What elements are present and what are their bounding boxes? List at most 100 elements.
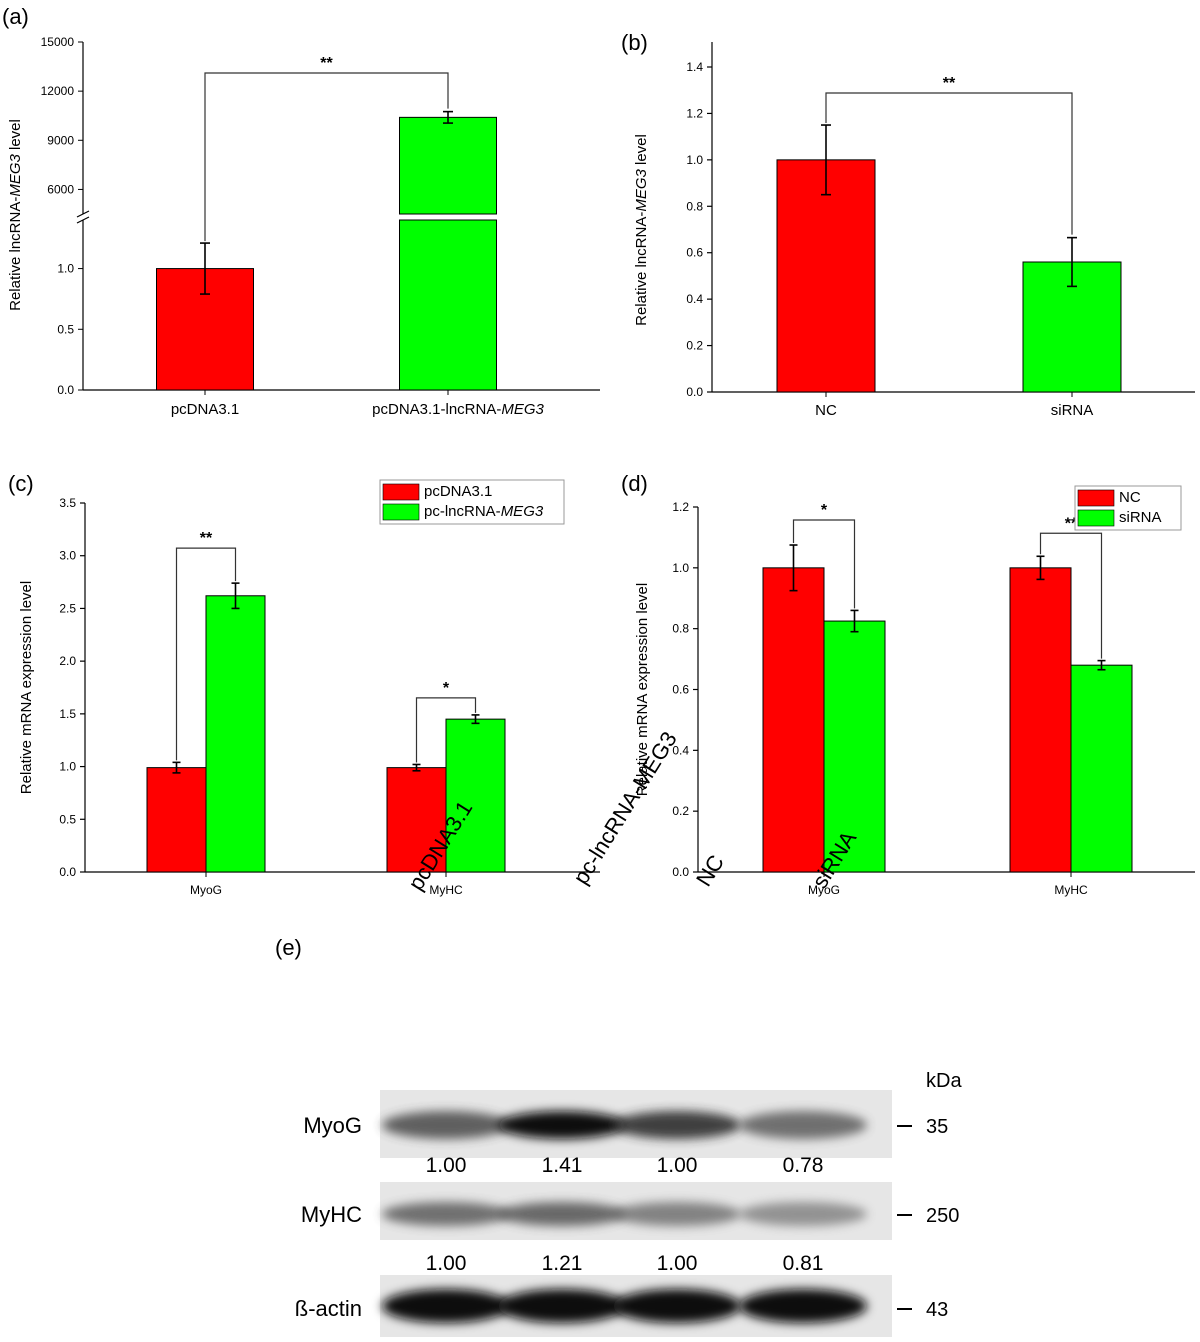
significance-bracket: [175, 547, 237, 761]
row-label: ß-actin: [295, 1296, 362, 1321]
y-axis-tick-label: 1.4: [686, 60, 703, 74]
blot-band: [613, 1289, 741, 1323]
x-tick-label: MyoG: [808, 883, 840, 897]
y-tick-label: 1.0: [57, 262, 74, 276]
y-tick-label: 15000: [41, 35, 75, 49]
axis-break-mark: [76, 216, 90, 224]
y-tick-label: 0.5: [57, 322, 74, 336]
panel-letter-a: (a): [2, 4, 29, 29]
y-axis-tick-label: 0.5: [59, 812, 76, 826]
x-tick-label: MyHC: [429, 883, 463, 897]
y-axis-tick-label: 0.2: [672, 804, 689, 818]
blot-band: [739, 1202, 867, 1226]
legend-swatch: [1077, 509, 1115, 527]
y-axis-tick-label: 0.4: [672, 743, 689, 757]
y-axis-tick-label: 1.2: [672, 500, 689, 514]
kda-marker: 250: [926, 1205, 959, 1227]
bar-myhc-0: [1009, 567, 1072, 873]
y-axis-tick-label: 0.6: [686, 246, 703, 260]
panel-letter-b: (b): [621, 30, 648, 55]
y-axis-tick-label: 3.0: [59, 549, 76, 563]
y-axis-tick-label: 1.0: [59, 760, 76, 774]
significance-bracket: [415, 697, 477, 763]
significance-bracket-label: **: [943, 75, 956, 92]
y-axis-tick-label: 1.0: [686, 153, 703, 167]
y-axis-label: Relative lncRNA-MEG3 level: [633, 134, 650, 326]
y-axis-tick-label: 0.6: [672, 683, 689, 697]
blot-band: [613, 1111, 741, 1139]
kda-header: kDa: [926, 1070, 962, 1092]
significance-bracket: [1039, 532, 1103, 659]
x-tick-label: MyoG: [190, 883, 222, 897]
y-axis-tick-label: 0.8: [686, 199, 703, 213]
legend-swatch: [382, 503, 420, 521]
y-axis-label: Relative mRNA expression level: [634, 583, 651, 796]
significance-bracket: [204, 72, 449, 242]
blot-band: [382, 1289, 510, 1323]
significance-bracket: [825, 92, 1073, 235]
chart-panel-a: 0.0 0.5 1.0 6000 9000 12000 15000 Relative lncR…: [7, 35, 600, 418]
band-quantification: 1.21: [542, 1252, 583, 1275]
x-tick-label: MyHC: [1054, 883, 1088, 897]
bar-myog-1: [823, 620, 886, 873]
chart-panel-d: 0.0 0.2 0.4 0.6 0.8 1.0 1.2 Relative mRNA expre…: [634, 485, 1195, 897]
blot-band: [739, 1111, 867, 1139]
y-axis-tick-label: 1.0: [672, 561, 689, 575]
significance-bracket: [792, 519, 856, 609]
x-tick-label: pcDNA3.1: [171, 401, 239, 418]
y-axis-tick-label: 2.0: [59, 654, 76, 668]
y-axis-tick-label: 3.5: [59, 496, 76, 510]
bar-myog-0: [762, 567, 825, 873]
lane-label: pc-lncRNA-MEG3: [568, 727, 682, 888]
blot-band: [498, 1289, 626, 1323]
lane-label: NC: [691, 850, 729, 890]
x-tick-label: pcDNA3.1-lncRNA-MEG3: [372, 401, 544, 418]
blot-band: [613, 1202, 741, 1226]
y-axis-label: Relative lncRNA-MEG3 level: [7, 119, 24, 311]
band-quantification: 1.00: [426, 1154, 467, 1177]
y-axis-tick-label: 0.8: [672, 622, 689, 636]
axis-break-mark: [76, 210, 90, 218]
bar-myog-1: [205, 595, 266, 873]
y-axis-tick-label: 0.2: [686, 339, 703, 353]
band-quantification: 1.00: [657, 1154, 698, 1177]
band-quantification: 0.78: [783, 1154, 824, 1177]
blot-band: [382, 1202, 510, 1226]
y-axis-tick-label: 0.0: [59, 865, 76, 879]
panel-letter-d: (d): [621, 471, 648, 496]
y-axis-tick-label: 1.5: [59, 707, 76, 721]
kda-marker: 35: [926, 1116, 948, 1138]
row-label: MyoG: [303, 1113, 362, 1138]
legend-swatch: [382, 483, 420, 501]
y-axis-tick-label: 0.0: [686, 385, 703, 399]
row-label: MyHC: [301, 1202, 362, 1227]
legend-label: siRNA: [1119, 509, 1162, 526]
y-tick-label: 6000: [47, 182, 74, 196]
kda-marker: 43: [926, 1299, 948, 1321]
band-quantification: 1.00: [426, 1252, 467, 1275]
legend-swatch: [1077, 489, 1115, 507]
panel-letter-e: (e): [275, 935, 302, 960]
y-tick-label: 12000: [41, 84, 75, 98]
bar-meg3-upper: [399, 116, 497, 215]
bar-myog-0: [146, 767, 207, 873]
panel-letter-c: (c): [8, 471, 34, 496]
legend-label: NC: [1119, 489, 1141, 506]
significance-bracket-label: *: [821, 502, 828, 519]
chart-panel-c: 0.0 0.5 1.0 1.5 2.0 2.5 3.0 3.5 Relative mRNA ex…: [18, 479, 600, 897]
y-axis-tick-label: 0.0: [672, 865, 689, 879]
y-axis-tick-label: 2.5: [59, 601, 76, 615]
blot-band: [382, 1111, 510, 1139]
y-tick-label: 0.0: [57, 383, 74, 397]
blot-band: [498, 1111, 626, 1139]
y-axis-tick-label: 0.4: [686, 292, 703, 306]
band-quantification: 1.00: [657, 1252, 698, 1275]
significance-bracket-label: *: [443, 680, 450, 697]
chart-panel-b: 0.0 0.2 0.4 0.6 0.8 1.0 1.2 1.4 Relative lncRNA-…: [633, 42, 1195, 419]
significance-bracket-label: **: [200, 530, 213, 547]
y-axis-label: Relative mRNA expression level: [18, 581, 35, 794]
band-quantification: 1.41: [542, 1154, 583, 1177]
x-tick-label: siRNA: [1051, 402, 1094, 419]
bar-nc: [776, 159, 876, 393]
